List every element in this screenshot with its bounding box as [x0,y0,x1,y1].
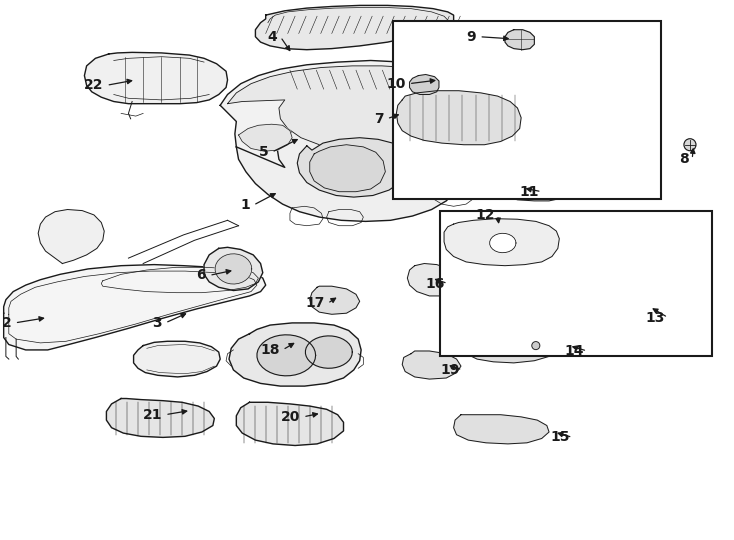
Polygon shape [490,233,516,253]
Polygon shape [396,91,521,145]
Bar [440,211,712,356]
Polygon shape [526,300,543,316]
Bar [393,21,661,199]
Polygon shape [255,5,454,50]
Polygon shape [204,247,263,291]
Polygon shape [84,52,228,104]
Text: 20: 20 [281,410,300,424]
Text: 18: 18 [260,343,280,357]
Polygon shape [305,336,352,368]
Polygon shape [239,124,292,151]
Polygon shape [505,179,564,201]
Polygon shape [444,219,559,266]
Polygon shape [236,402,344,446]
Text: 14: 14 [564,344,584,358]
Text: 16: 16 [426,276,445,291]
Text: 10: 10 [387,77,406,91]
Polygon shape [257,335,316,376]
Polygon shape [505,300,523,316]
Polygon shape [134,341,220,377]
Text: 8: 8 [680,152,689,166]
Text: 2: 2 [2,316,12,330]
Polygon shape [236,116,464,221]
Polygon shape [220,60,503,208]
Polygon shape [297,138,407,197]
Polygon shape [38,210,104,264]
Polygon shape [545,300,563,316]
Polygon shape [451,281,644,334]
Text: 4: 4 [268,30,277,44]
Text: 6: 6 [197,268,206,282]
Polygon shape [410,75,439,94]
Text: 13: 13 [646,310,665,325]
Polygon shape [402,351,461,379]
Polygon shape [505,30,534,50]
Circle shape [684,139,696,151]
Polygon shape [229,323,361,386]
Polygon shape [454,415,549,444]
Text: 15: 15 [550,430,570,444]
Text: 7: 7 [374,112,384,126]
Polygon shape [407,264,461,296]
Text: 17: 17 [305,296,324,310]
Text: 9: 9 [467,30,476,44]
Polygon shape [462,332,556,363]
Polygon shape [413,135,471,166]
Polygon shape [310,145,385,192]
Text: 1: 1 [241,198,250,212]
Text: 11: 11 [519,185,539,199]
Text: 19: 19 [440,363,459,377]
Polygon shape [310,286,360,314]
Text: 22: 22 [84,78,103,92]
Polygon shape [4,265,266,350]
Text: 21: 21 [142,408,162,422]
Polygon shape [263,113,363,154]
Polygon shape [484,300,502,316]
Text: 12: 12 [475,208,495,222]
Text: 5: 5 [259,145,269,159]
Polygon shape [228,66,484,152]
Circle shape [532,342,539,349]
Text: 3: 3 [153,316,162,330]
Polygon shape [215,254,252,284]
Polygon shape [106,399,214,437]
